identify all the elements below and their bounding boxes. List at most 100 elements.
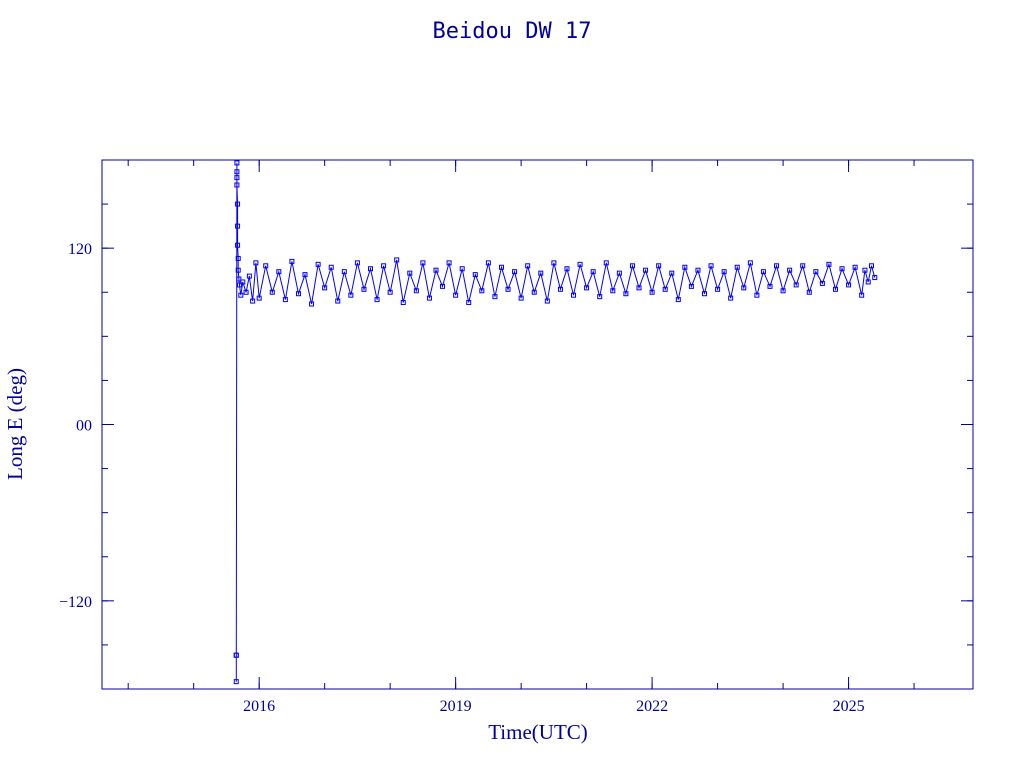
- data-point: [479, 288, 485, 294]
- data-point: [295, 291, 301, 297]
- data-point: [551, 260, 557, 266]
- series-line: [235, 162, 876, 682]
- data-point: [433, 267, 439, 273]
- data-point: [269, 289, 275, 295]
- data-point: [708, 263, 714, 269]
- data-point: [309, 301, 315, 307]
- data-point: [234, 175, 240, 181]
- data-point: [806, 289, 812, 295]
- data-point: [341, 269, 347, 275]
- y-tick-label: 120: [68, 241, 92, 258]
- data-point: [868, 263, 874, 269]
- data-point: [234, 160, 240, 166]
- data-point: [518, 295, 524, 301]
- data-point: [610, 288, 616, 294]
- data-point: [407, 270, 413, 276]
- data-point: [243, 289, 249, 295]
- x-axis-ticks: 2016 2019 2022 2025: [127, 160, 915, 715]
- data-point: [235, 223, 241, 229]
- data-point: [603, 260, 609, 266]
- data-point: [643, 267, 649, 273]
- data-point: [741, 285, 747, 291]
- data-point: [472, 272, 478, 278]
- data-point: [328, 264, 334, 270]
- chart-title: Beidou DW 17: [433, 19, 592, 44]
- data-point: [813, 269, 819, 275]
- data-point: [263, 263, 269, 269]
- data-point: [233, 652, 239, 658]
- data-point: [597, 294, 603, 300]
- data-point: [426, 295, 432, 301]
- x-tick-label: 2016: [243, 698, 275, 715]
- y-axis-label: Long E (deg): [3, 368, 27, 480]
- data-point: [361, 286, 367, 292]
- x-tick-label: 2022: [636, 698, 668, 715]
- data-point: [236, 276, 242, 282]
- series-layer: [233, 160, 878, 685]
- data-point: [728, 295, 734, 301]
- data-point: [459, 266, 465, 272]
- data-point: [616, 270, 622, 276]
- data-point: [544, 298, 550, 304]
- data-point: [662, 286, 668, 292]
- data-point: [240, 279, 246, 285]
- y-tick-label: 00: [76, 418, 92, 435]
- data-point: [235, 255, 241, 261]
- data-point: [525, 263, 531, 269]
- data-point: [234, 182, 240, 188]
- y-tick-label: −120: [59, 594, 92, 611]
- data-point: [282, 297, 288, 303]
- data-point: [498, 264, 504, 270]
- data-point: [233, 679, 239, 685]
- data-point: [466, 300, 472, 306]
- data-point: [446, 260, 452, 266]
- data-point: [584, 285, 590, 291]
- y-axis-ticks: 120 00 −120: [59, 203, 973, 646]
- data-point: [238, 292, 244, 298]
- data-point: [819, 280, 825, 286]
- data-point: [747, 260, 753, 266]
- data-point: [774, 263, 780, 269]
- data-point: [656, 263, 662, 269]
- data-point: [453, 292, 459, 298]
- data-point: [381, 263, 387, 269]
- data-point: [636, 285, 642, 291]
- plot-frame: [101, 159, 974, 690]
- data-point: [629, 263, 635, 269]
- data-point: [253, 260, 259, 266]
- data-point: [793, 282, 799, 288]
- data-point: [315, 261, 321, 267]
- data-point: [250, 298, 256, 304]
- data-point: [767, 283, 773, 289]
- data-point: [413, 288, 419, 294]
- data-point: [335, 298, 341, 304]
- data-point: [237, 282, 243, 288]
- data-point: [368, 266, 374, 272]
- data-point: [394, 257, 400, 263]
- data-point: [577, 261, 583, 267]
- data-point: [862, 267, 868, 273]
- data-point: [400, 300, 406, 306]
- x-tick-label: 2025: [833, 698, 865, 715]
- data-point: [485, 260, 491, 266]
- data-point: [826, 261, 832, 267]
- data-point: [234, 169, 240, 175]
- data-point: [322, 285, 328, 291]
- data-point: [531, 289, 537, 295]
- data-point: [256, 295, 262, 301]
- data-point: [246, 273, 252, 279]
- data-point: [235, 242, 241, 248]
- data-point: [734, 264, 740, 270]
- data-point: [505, 286, 511, 292]
- data-point: [235, 201, 241, 207]
- data-point: [276, 269, 282, 275]
- data-point: [623, 291, 629, 297]
- data-point: [302, 272, 308, 278]
- data-point: [289, 258, 295, 264]
- data-point: [590, 269, 596, 275]
- data-point: [859, 292, 865, 298]
- data-point: [649, 289, 655, 295]
- x-axis-label: Time(UTC): [488, 720, 588, 744]
- data-point: [852, 264, 858, 270]
